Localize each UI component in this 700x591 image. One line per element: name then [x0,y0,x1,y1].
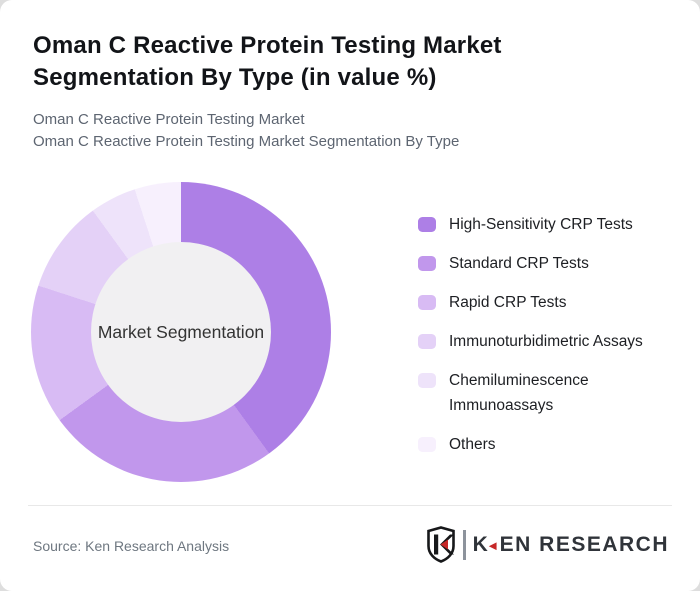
subtitle-line-1: Oman C Reactive Protein Testing Market [33,111,305,128]
legend-item: Immunoturbidimetric Assays [418,329,686,354]
ken-research-logo: K◄EN RESEARCH [426,526,669,563]
source-text: Source: Ken Research Analysis [33,538,230,554]
subtitle-line-2: Oman C Reactive Protein Testing Market S… [33,132,460,150]
chart-title: Oman C Reactive Protein Testing Market S… [33,32,502,91]
footer-divider [28,505,672,506]
legend-item: Chemiluminescence Immunoassays [418,368,686,418]
logo-red-triangle-icon: ◄ [486,537,501,553]
legend-swatch [418,437,436,452]
legend-item: Standard CRP Tests [418,251,686,276]
donut-center: Market Segmentation [91,242,271,422]
donut-center-label: Market Segmentation [97,321,265,342]
legend-label: Standard CRP Tests [449,255,589,272]
legend: High-Sensitivity CRP Tests Standard CRP T… [418,212,686,471]
legend-item: High-Sensitivity CRP Tests [418,212,686,237]
legend-swatch [418,256,436,271]
legend-swatch [418,373,436,388]
legend-label: Chemiluminescence Immunoassays [449,372,589,414]
ken-research-shield-icon [427,526,455,563]
legend-swatch [418,295,436,310]
logo-divider-bar [463,529,466,560]
legend-label: Others [449,436,496,453]
legend-label: Rapid CRP Tests [449,294,567,311]
legend-label: Immunoturbidimetric Assays [449,333,643,350]
legend-item: Others [418,432,686,457]
legend-item: Rapid CRP Tests [418,290,686,315]
legend-swatch [418,217,436,232]
donut-chart: Market Segmentation [31,182,331,482]
legend-label: High-Sensitivity CRP Tests [449,216,633,233]
chart-subtitle: Oman C Reactive Protein Testing Market O… [33,109,459,152]
ken-research-wordmark: K◄EN RESEARCH [472,532,669,556]
legend-swatch [418,334,436,349]
